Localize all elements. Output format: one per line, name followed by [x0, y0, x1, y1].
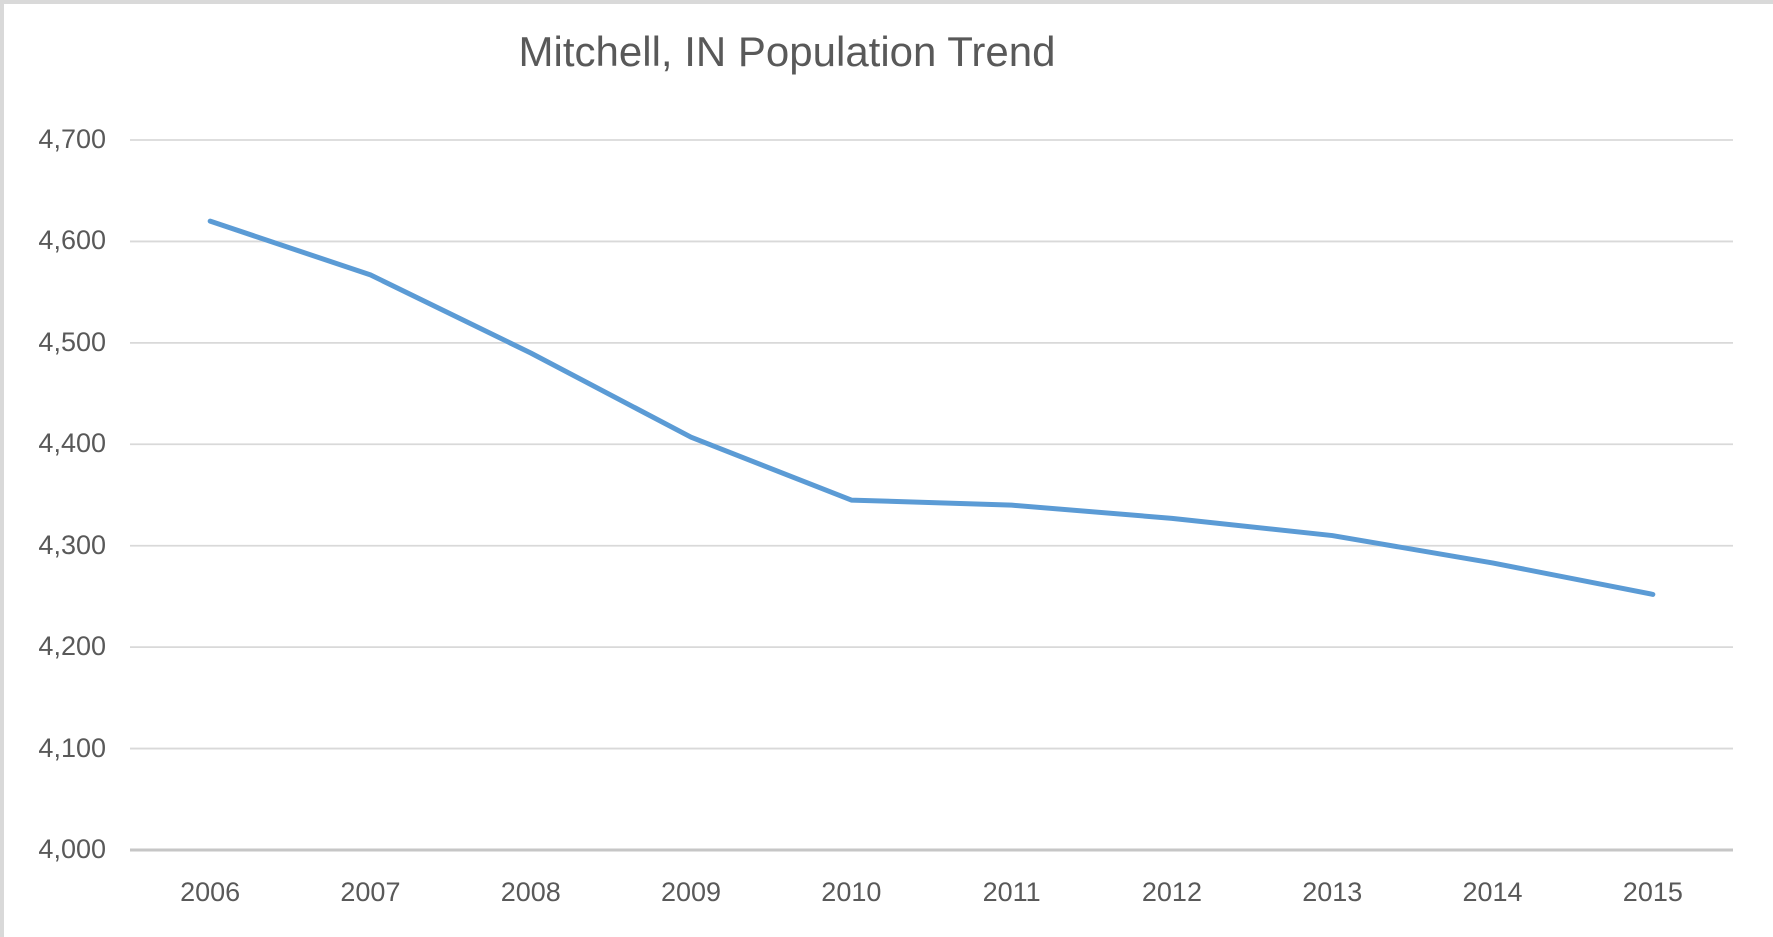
- y-tick-label: 4,400: [38, 428, 106, 459]
- chart-title: Mitchell, IN Population Trend: [518, 28, 1056, 75]
- y-tick-label: 4,300: [38, 529, 106, 560]
- x-tick-label: 2007: [340, 877, 401, 907]
- x-tick-label: 2010: [821, 877, 882, 907]
- y-tick-label: 4,100: [38, 732, 106, 763]
- x-tick-label: 2009: [661, 877, 722, 907]
- x-tick-label: 2012: [1141, 877, 1202, 907]
- y-tick-label: 4,200: [38, 631, 106, 662]
- x-tick-label: 2011: [982, 877, 1041, 907]
- x-tick-label: 2006: [180, 877, 241, 907]
- frame-border-top: [0, 0, 1773, 4]
- population-trend-line: [207, 218, 1656, 597]
- y-tick-label: 4,600: [38, 225, 106, 256]
- x-tick-label: 2014: [1462, 877, 1523, 907]
- frame-border-left: [0, 0, 4, 937]
- x-tick-label: 2008: [500, 877, 561, 907]
- y-tick-label: 4,700: [38, 123, 106, 154]
- y-tick-label: 4,500: [38, 326, 106, 357]
- y-tick-label: 4,000: [38, 833, 106, 864]
- x-tick-label: 2013: [1302, 877, 1363, 907]
- x-tick-label: 2015: [1622, 877, 1683, 907]
